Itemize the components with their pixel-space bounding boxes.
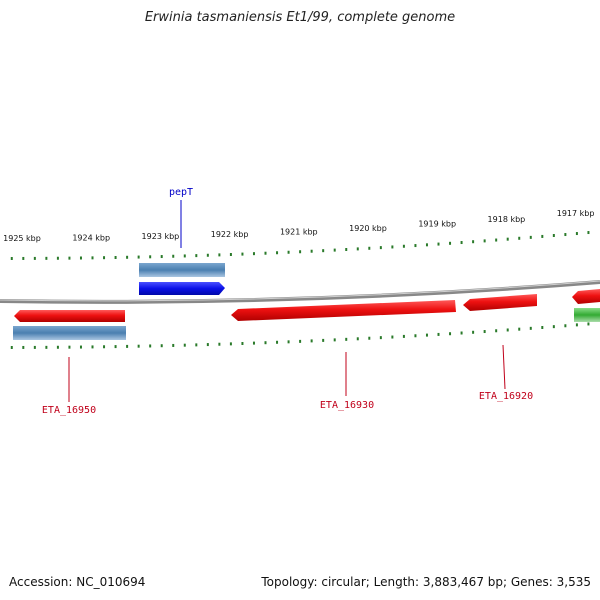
tick-row-inner <box>10 322 590 349</box>
accession-text: Accession: NC_010694 <box>9 575 146 589</box>
gene-green-edge[interactable] <box>574 308 600 322</box>
gene-eta-16920[interactable] <box>463 294 537 311</box>
gene-label-eta-16920[interactable]: ETA_16920 <box>479 391 533 402</box>
gene-pept[interactable] <box>139 282 225 295</box>
tick-label: 1919 kbp <box>418 220 456 229</box>
page-title: Erwinia tasmaniensis Et1/99, complete ge… <box>144 10 456 25</box>
genome-backbone <box>0 280 600 304</box>
tick-row-outer <box>10 231 590 260</box>
gene-reverse-upper[interactable] <box>139 263 225 277</box>
tick-label: 1924 kbp <box>72 233 110 242</box>
gene-reverse-lower[interactable] <box>13 326 126 340</box>
gene-label-eta-16930[interactable]: ETA_16930 <box>320 400 374 411</box>
tick-label: 1922 kbp <box>211 230 249 239</box>
eta-16920-leader-line <box>502 344 506 390</box>
tick-label: 1921 kbp <box>280 227 318 236</box>
tick-label: 1920 kbp <box>349 224 387 233</box>
gene-forward-edge[interactable] <box>572 289 600 304</box>
gene-label-pept[interactable]: pepT <box>169 187 193 198</box>
tick-labels: 1925 kbp 1924 kbp 1923 kbp 1922 kbp 1921 kbp… <box>3 209 594 243</box>
genome-backbone-highlight <box>0 280 600 302</box>
gene-label-eta-16950[interactable]: ETA_16950 <box>42 405 96 416</box>
tick-label: 1925 kbp <box>3 234 41 243</box>
genome-summary-text: Topology: circular; Length: 3,883,467 bp… <box>261 575 591 589</box>
tick-label: 1918 kbp <box>488 215 526 224</box>
tick-label: 1923 kbp <box>142 232 180 241</box>
tick-label: 1917 kbp <box>557 209 595 218</box>
gene-eta-16950[interactable] <box>14 310 125 322</box>
gene-eta-16930[interactable] <box>231 300 456 321</box>
